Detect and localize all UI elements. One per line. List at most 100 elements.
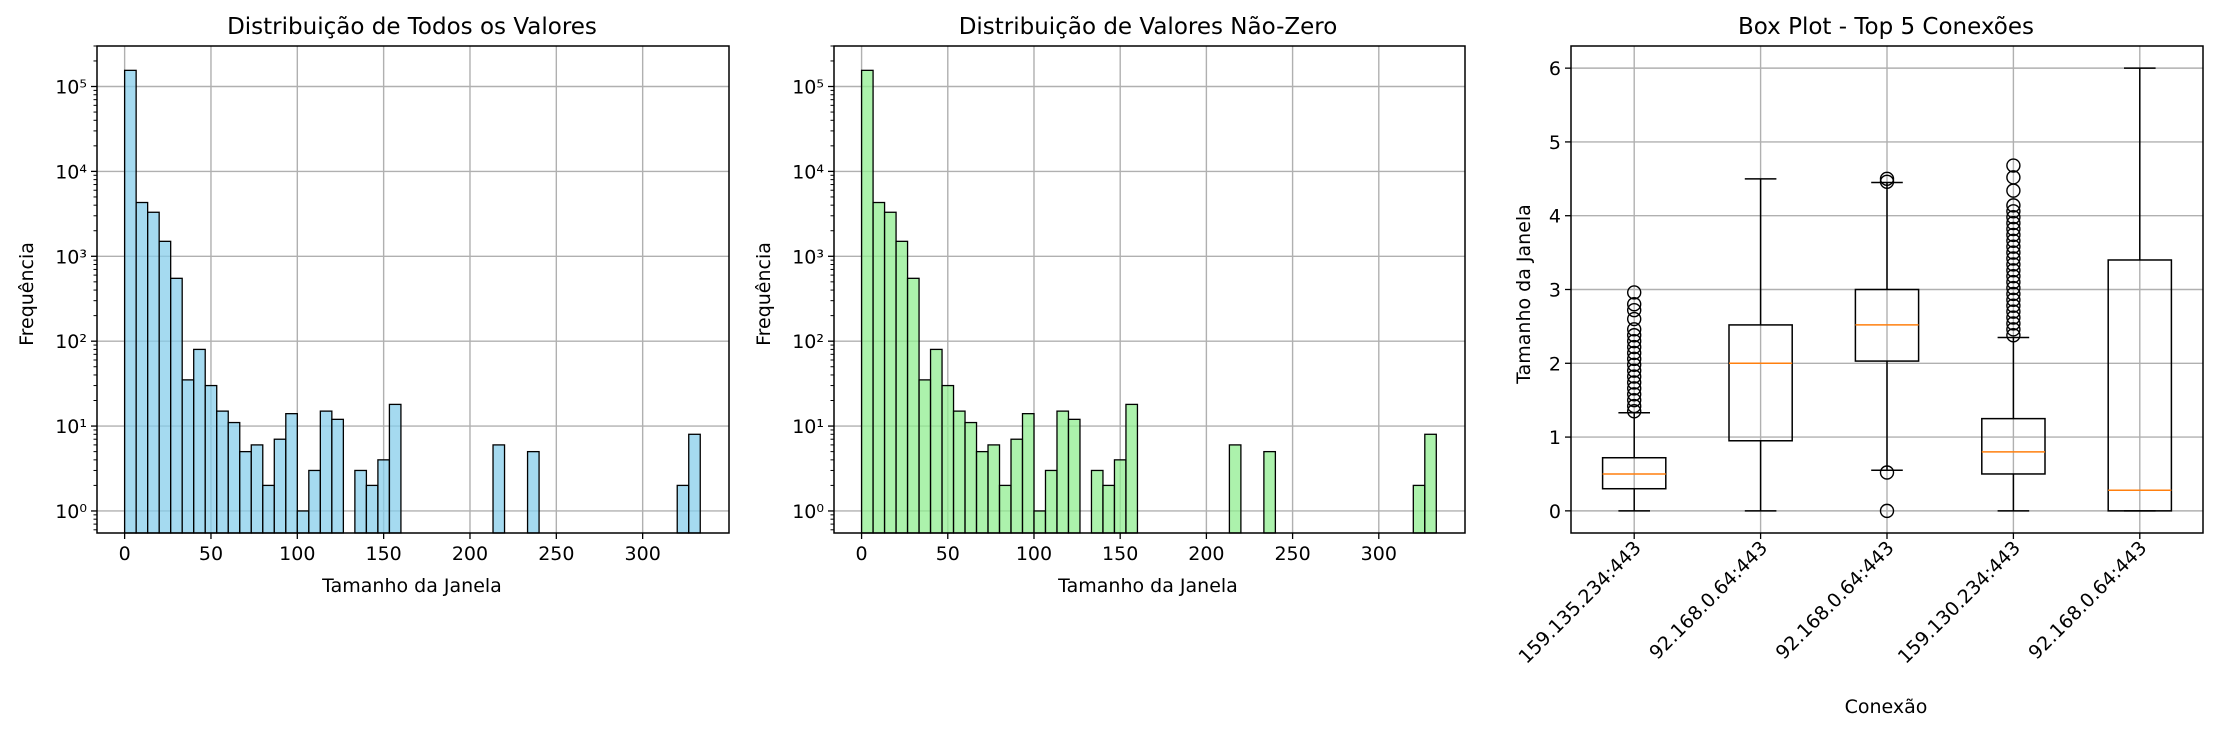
histogram-bar: [285, 413, 298, 534]
histogram-bar: [1113, 459, 1127, 534]
outlier-point: [2006, 158, 2021, 173]
histogram-bar: [319, 410, 333, 534]
box-plot: [2107, 67, 2173, 512]
histogram-bar: [158, 240, 172, 534]
histogram-bar: [365, 484, 379, 534]
box-plots: [1601, 67, 2173, 519]
y-tick-label: 5: [1549, 132, 1561, 154]
x-tick-label: 300: [625, 543, 661, 565]
histogram-bar: [964, 421, 978, 534]
outlier-point: [2006, 257, 2021, 272]
histogram-bar: [331, 418, 345, 534]
y-tick-label: 10³: [792, 246, 824, 268]
y-tick-label: 1: [1549, 427, 1561, 449]
y-tick-label: 6: [1549, 58, 1561, 80]
histogram-bar: [1044, 469, 1058, 534]
outlier-point: [1626, 369, 1642, 384]
outlier-point: [1626, 339, 1642, 355]
histogram-bar: [1125, 403, 1139, 534]
box-plot: [1854, 171, 1920, 519]
y-tick-label: 10⁵: [792, 77, 824, 99]
histogram-bar: [308, 469, 321, 534]
histogram-bar: [354, 469, 368, 534]
histogram-bar: [250, 444, 264, 534]
outlier-point: [1626, 404, 1642, 419]
outlier-point: [2006, 198, 2021, 213]
outlier-point: [2006, 209, 2021, 225]
outlier-point: [2006, 204, 2021, 219]
histogram-bar: [227, 421, 241, 534]
outlier-point: [2006, 263, 2021, 278]
box: [1981, 417, 2046, 475]
outlier-point: [2006, 328, 2021, 343]
y-axis-ticks: 10⁰ 10¹ 10² 10³ 10⁴ 10⁵: [55, 45, 97, 531]
histogram-nonzero-values-panel: Distribuição de Valores Não-Zero Tamanho…: [753, 14, 1466, 597]
x-tick-label: 150: [1102, 543, 1138, 565]
outlier-point: [2006, 233, 2021, 249]
histogram-bar: [1263, 450, 1277, 534]
histogram-bar: [1424, 433, 1437, 534]
y-tick-label: 10⁰: [792, 501, 824, 523]
x-axis-ticks: 0 50 100 150 200 250 300: [119, 533, 661, 565]
outlier-point: [1626, 328, 1642, 343]
histogram-bar: [526, 450, 540, 534]
histogram-bar: [181, 379, 195, 534]
y-tick-label: 10⁴: [55, 161, 87, 183]
y-tick-label: 10⁵: [55, 77, 87, 99]
histogram-bar: [147, 211, 160, 534]
outlier-point: [2006, 286, 2021, 302]
histogram-bar: [906, 277, 920, 534]
histogram-all-values-panel: Distribuição de Todos os Valores Tamanho…: [16, 14, 730, 597]
histogram-bar: [895, 240, 909, 534]
outlier-point: [1626, 387, 1642, 402]
histogram-bar: [872, 201, 886, 534]
histogram-bar: [388, 403, 402, 534]
histogram-bar: [1067, 418, 1081, 534]
histogram-bar: [883, 211, 897, 534]
outlier-point: [1626, 363, 1642, 378]
outlier-point: [1626, 285, 1642, 300]
histogram-bar: [273, 438, 287, 534]
histogram-bar: [1010, 438, 1024, 534]
histogram-bar: [123, 69, 137, 534]
y-tick-label: 10¹: [792, 416, 824, 438]
histogram-bar: [1033, 510, 1047, 534]
histogram-bar: [262, 484, 275, 534]
y-tick-label: 10³: [55, 246, 87, 268]
outlier-point: [1626, 375, 1642, 390]
outlier-point: [1879, 503, 1895, 519]
box-plot: [1601, 285, 1667, 512]
y-tick-label: 0: [1549, 501, 1561, 523]
histogram-bar: [987, 444, 1001, 534]
y-tick-label: 10⁴: [792, 161, 824, 183]
outlier-point: [2006, 269, 2021, 284]
box-plot: [1981, 158, 2046, 512]
histogram-bar: [941, 384, 955, 534]
outlier-point: [1626, 302, 1642, 318]
outlier-point: [1879, 171, 1895, 187]
histogram-bar: [860, 69, 874, 534]
histogram-bar: [929, 348, 943, 534]
histogram-bar: [377, 459, 391, 534]
box: [1728, 324, 1793, 442]
outlier-point: [2006, 304, 2021, 319]
box-plot: [1728, 178, 1793, 512]
plot-frame: [833, 45, 1466, 534]
histogram-bars: [860, 69, 1437, 534]
outlier-point: [2006, 239, 2021, 254]
x-tick-label: 250: [538, 543, 574, 565]
x-axis-label: Conexão: [1845, 696, 1928, 718]
x-axis-label: Tamanho da Janela: [321, 575, 502, 597]
outlier-point: [2006, 322, 2021, 337]
x-tick-label: 100: [279, 543, 315, 565]
outlier-point: [2006, 292, 2021, 308]
histogram-bar: [296, 510, 310, 534]
x-tick-label: 100: [1016, 543, 1052, 565]
outlier-point: [1626, 297, 1642, 312]
x-tick-label: 300: [1361, 543, 1397, 565]
y-tick-label: 10²: [55, 331, 87, 353]
y-tick-label: 10⁰: [55, 501, 87, 523]
histogram-bar: [193, 348, 206, 534]
